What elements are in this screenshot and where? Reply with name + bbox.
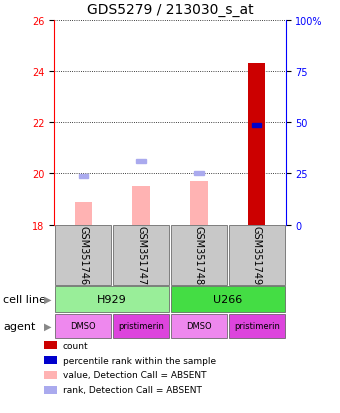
Bar xyxy=(190,182,207,225)
Bar xyxy=(252,123,261,128)
Text: GSM351748: GSM351748 xyxy=(194,225,204,285)
Bar xyxy=(136,159,146,163)
Text: DMSO: DMSO xyxy=(70,321,96,330)
Text: H929: H929 xyxy=(97,294,127,304)
Text: GSM351749: GSM351749 xyxy=(252,225,262,285)
Text: count: count xyxy=(63,341,88,350)
Text: rank, Detection Call = ABSENT: rank, Detection Call = ABSENT xyxy=(63,385,202,394)
Text: ▶: ▶ xyxy=(44,321,51,331)
Text: DMSO: DMSO xyxy=(186,321,212,330)
Text: pristimerin: pristimerin xyxy=(234,321,279,330)
Text: ▶: ▶ xyxy=(44,294,51,304)
Text: GSM351747: GSM351747 xyxy=(136,225,146,285)
Text: cell line: cell line xyxy=(3,294,46,304)
Bar xyxy=(79,174,88,178)
Bar xyxy=(74,202,92,225)
Text: U266: U266 xyxy=(213,294,242,304)
Text: value, Detection Call = ABSENT: value, Detection Call = ABSENT xyxy=(63,370,206,380)
Bar xyxy=(248,64,265,225)
Text: pristimerin: pristimerin xyxy=(118,321,164,330)
Text: agent: agent xyxy=(3,321,36,331)
Text: percentile rank within the sample: percentile rank within the sample xyxy=(63,356,216,365)
Bar xyxy=(133,187,150,225)
Title: GDS5279 / 213030_s_at: GDS5279 / 213030_s_at xyxy=(87,3,253,17)
Text: GSM351746: GSM351746 xyxy=(78,225,88,285)
Bar xyxy=(194,172,204,176)
